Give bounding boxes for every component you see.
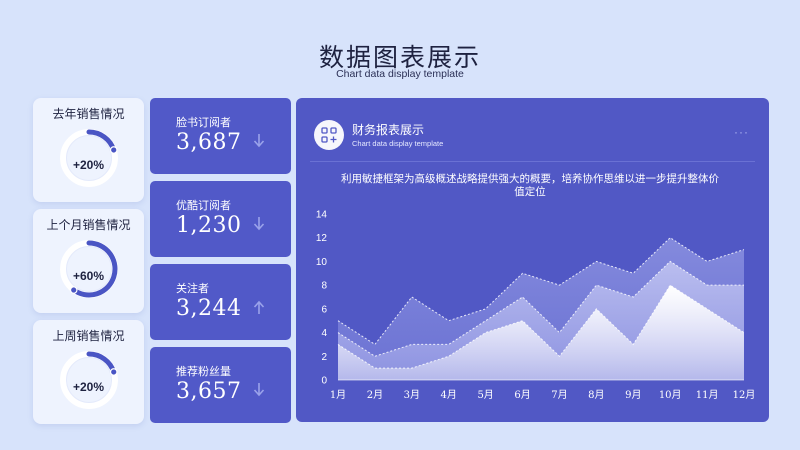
x-tick-label: 10月 [659,389,682,401]
stat-card-value: 3,244 [176,296,242,321]
arrow-down-icon [253,217,265,231]
stat-card-value: 3,657 [176,379,242,404]
y-tick-label: 6 [321,304,327,315]
y-tick-label: 10 [316,257,328,268]
arrow-up-icon [253,300,265,314]
x-tick-label: 11月 [696,389,719,401]
progress-card-value: +20% [72,158,105,172]
x-tick-label: 2月 [367,389,383,401]
y-tick-label: 0 [321,376,327,387]
ring-progress-arc [71,240,118,298]
financial-report-panel: 财务报表展示 Chart data display template ··· 利… [296,98,769,422]
area-chart: 0 2 4 6 8 10 12 14 1月 2月 3月 4月 5月 6月 7月 8月 9月 10月 11月 12月 [316,210,756,402]
x-tick-label: 12月 [733,389,756,401]
y-tick-label: 8 [321,281,327,292]
stat-card-referrals: 推荐粉丝量 3,657 [150,347,291,423]
x-tick-label: 9月 [625,389,641,401]
x-tick-label: 6月 [514,389,530,401]
progress-card-label: 上周销售情况 [52,329,125,343]
ring-inner [67,358,111,402]
grid-plus-icon [314,120,344,150]
stat-card-label: 推荐粉丝量 [176,365,231,378]
x-tick-label: 5月 [477,389,493,401]
ring-progress-knob [109,146,118,154]
progress-card-value: +60% [72,269,105,283]
panel-title: 财务报表展示 [352,123,425,137]
series-line-3 [337,284,745,369]
ring-progress-knob [69,286,78,294]
y-tick-label: 2 [321,352,327,363]
ring-progress-knob [109,368,118,376]
stat-card-value: 1,230 [176,213,242,238]
arrow-down-icon [253,383,265,397]
page-title: 数据图表展示 [318,43,481,72]
y-tick-label: 14 [316,210,328,221]
panel-subtitle: Chart data display template [352,139,444,148]
stat-card-value: 3,687 [176,130,242,155]
stat-card-label: 脸书订阅者 [176,116,231,129]
x-tick-label: 1月 [330,389,346,401]
progress-card-label: 上个月销售情况 [46,218,131,232]
chart-title: 利用敏捷框架为高级概述战略提供强大的概要，培养协作思维以进一步提升整体价值定位 [341,173,719,198]
series-line-1 [337,237,745,346]
progress-ring [60,129,118,187]
progress-card-value: +20% [72,380,105,394]
series-line-2 [337,260,744,357]
ring-inner [67,136,111,180]
x-tick-label: 4月 [441,389,457,401]
stat-card-label: 关注者 [176,282,209,295]
arrow-down-icon [253,134,265,148]
more-options-icon[interactable]: ··· [734,125,749,139]
stat-card-youku: 优酷订阅者 1,230 [150,181,291,257]
stat-card-followers: 关注者 3,244 [150,264,291,340]
series-area-3 [338,285,744,380]
progress-ring [60,240,118,298]
progress-ring [60,351,118,409]
y-tick-label: 12 [316,233,328,244]
x-tick-label: 7月 [551,389,567,401]
progress-card-last-year: 去年销售情况 +20% [33,98,144,202]
x-tick-label: 8月 [588,389,604,401]
page-subtitle: Chart data display template [336,68,464,80]
stat-card-facebook: 脸书订阅者 3,687 [150,98,291,174]
x-tick-label: 3月 [404,389,420,401]
progress-card-last-week: 上周销售情况 +20% [33,320,144,424]
progress-card-label: 去年销售情况 [52,107,125,121]
panel-divider [310,161,755,162]
stat-card-label: 优酷订阅者 [176,199,231,212]
ring-inner [67,247,111,291]
progress-card-last-month: 上个月销售情况 +60% [33,209,144,313]
y-tick-label: 4 [321,328,327,339]
